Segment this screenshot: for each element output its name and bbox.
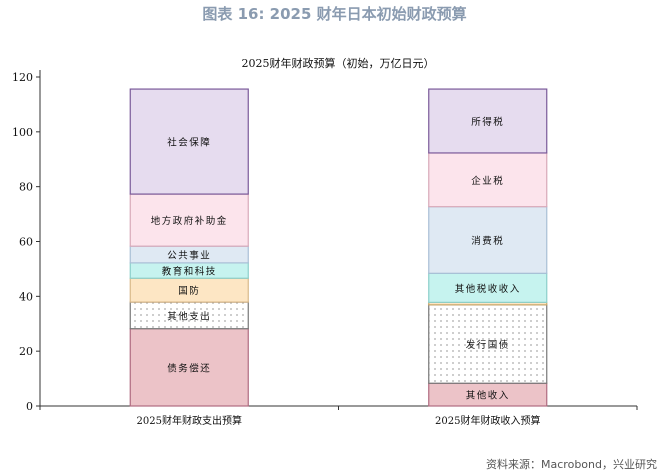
x-category-label: 2025财年财政支出预算 <box>137 414 242 427</box>
segment-label: 企业税 <box>471 175 504 187</box>
x-category-label: 2025财年财政收入预算 <box>435 414 540 427</box>
y-tick-label: 100 <box>12 126 33 139</box>
y-tick-label: 80 <box>19 181 33 194</box>
bar-segment <box>129 193 249 247</box>
segment-label: 公共事业 <box>167 250 211 262</box>
segment-label: 国防 <box>178 285 200 297</box>
segment-label: 其他支出 <box>167 310 211 322</box>
figure-title: 图表 16: 2025 财年日本初始财政预算 <box>202 5 467 23</box>
segment-label: 教育和科技 <box>162 266 217 278</box>
bar-segment <box>428 272 548 303</box>
segment-label: 其他收入 <box>466 390 510 402</box>
segment-label: 社会保障 <box>167 137 211 149</box>
y-tick-label: 120 <box>12 71 33 84</box>
y-tick-label: 0 <box>26 400 33 413</box>
segment-label: 债务偿还 <box>167 362 211 374</box>
y-tick-label: 60 <box>19 236 33 249</box>
bar-segment <box>428 206 548 274</box>
segment-label: 地方政府补助金 <box>151 215 228 227</box>
source-note: 资料来源：Macrobond，兴业研究 <box>486 458 657 471</box>
segment-label: 发行国债 <box>466 339 510 351</box>
segment-label: 消费税 <box>471 235 504 247</box>
bar-segment <box>428 152 548 208</box>
bar-segment <box>428 88 548 154</box>
y-tick-label: 40 <box>19 290 33 303</box>
segment-label: 所得税 <box>471 116 504 128</box>
y-tick-label: 20 <box>19 345 33 358</box>
bar-segment <box>129 88 249 195</box>
segment-label: 其他税收收入 <box>455 283 521 295</box>
chart-title: 2025财年财政预算（初始，万亿日元） <box>242 56 435 70</box>
